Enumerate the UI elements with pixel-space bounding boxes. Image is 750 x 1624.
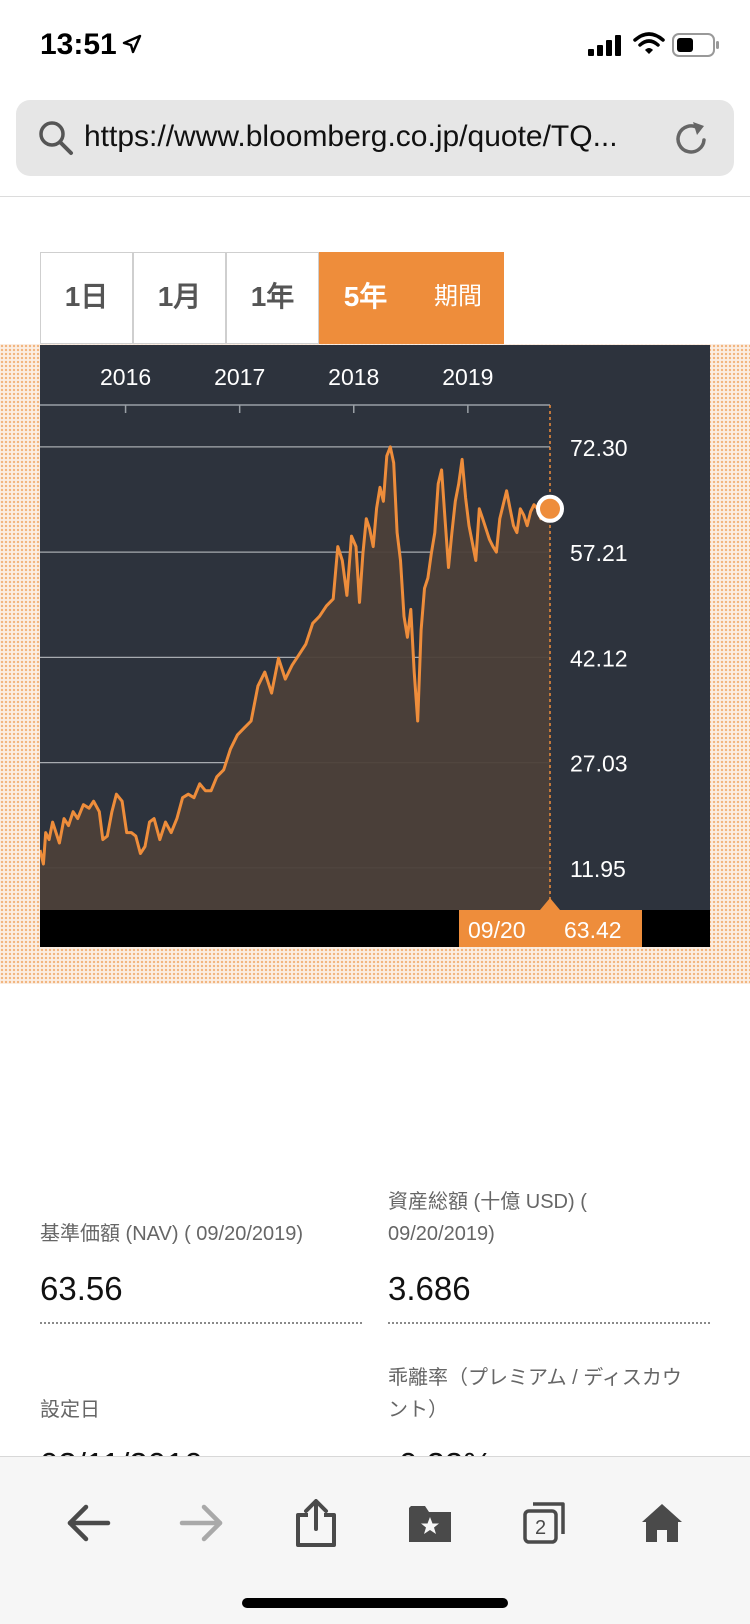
url-text[interactable]: https://www.bloomberg.co.jp/quote/TQ...	[84, 120, 618, 153]
tabs-button[interactable]: 2	[514, 1493, 574, 1553]
inception-date-label: 設定日	[40, 1394, 100, 1426]
total-assets-value: 3.686	[388, 1270, 471, 1307]
price-chart-svg: 2015201620172018201972.3057.2142.1227.03…	[40, 345, 710, 947]
x-tick-label: 2017	[214, 364, 265, 390]
y-tick-label: 27.03	[570, 751, 628, 777]
price-area	[40, 446, 550, 910]
total-assets-label-line2: 09/20/2019)	[388, 1223, 495, 1245]
status-bar: 13:51	[0, 0, 750, 92]
tooltip-date: 09/20	[468, 917, 526, 943]
total-assets-label-line1: 資産総額 (十億 USD) (	[388, 1191, 587, 1213]
location-arrow-icon	[122, 34, 142, 54]
range-tab-5y[interactable]: 5年	[319, 252, 412, 344]
total-assets-divider	[388, 1322, 710, 1324]
browser-toolbar: 2	[0, 1456, 750, 1624]
back-arrow-icon	[67, 1504, 111, 1542]
tab-count: 2	[535, 1517, 546, 1539]
y-tick-label: 72.30	[570, 435, 628, 461]
home-indicator	[242, 1598, 508, 1608]
tabs-icon: 2	[523, 1502, 565, 1544]
reload-icon[interactable]	[674, 119, 710, 157]
x-tick-label: 2019	[442, 364, 493, 390]
battery-icon	[672, 33, 719, 57]
url-bar[interactable]: https://www.bloomberg.co.jp/quote/TQ...	[16, 100, 734, 176]
nav-label: 基準価額 (NAV) ( 09/20/2019)	[40, 1218, 303, 1250]
y-tick-label: 42.12	[570, 645, 628, 671]
tooltip-pointer	[540, 898, 560, 910]
premium-discount-label: 乖離率（プレミアム / ディスカウ ント）	[388, 1362, 682, 1426]
status-time: 13:51	[40, 28, 117, 61]
range-tab-1m[interactable]: 1月	[133, 252, 226, 344]
search-icon	[39, 121, 73, 155]
range-tab-1y[interactable]: 1年	[226, 252, 319, 344]
price-line	[40, 445, 550, 866]
forward-button[interactable]	[172, 1493, 232, 1553]
range-tab-1d[interactable]: 1日	[40, 252, 133, 344]
total-assets-label: 資産総額 (十億 USD) ( 09/20/2019)	[388, 1186, 587, 1250]
current-value-marker	[536, 494, 564, 523]
premium-discount-label-line1: 乖離率（プレミアム / ディスカウ	[388, 1367, 682, 1389]
tooltip-value: 63.42	[564, 917, 622, 943]
bookmarks-icon	[409, 1506, 451, 1542]
nav-divider	[40, 1322, 362, 1324]
x-tick-label: 2018	[328, 364, 379, 390]
share-button[interactable]	[286, 1493, 346, 1553]
x-tick-label: 2016	[100, 364, 151, 390]
back-button[interactable]	[58, 1493, 118, 1553]
price-chart[interactable]: 2015201620172018201972.3057.2142.1227.03…	[40, 345, 710, 947]
url-bar-divider	[0, 196, 750, 197]
cellular-signal-icon	[588, 35, 621, 56]
nav-value: 63.56	[40, 1270, 123, 1307]
y-tick-label: 11.95	[570, 856, 626, 882]
share-icon	[296, 1499, 336, 1547]
y-tick-label: 57.21	[570, 540, 628, 566]
period-button[interactable]: 期間	[412, 252, 504, 344]
tooltip-box	[459, 910, 642, 947]
wifi-icon	[633, 32, 665, 54]
home-icon	[642, 1504, 682, 1542]
inception-date-label-text: 設定日	[40, 1399, 100, 1421]
home-button[interactable]	[632, 1493, 692, 1553]
bookmarks-button[interactable]	[400, 1493, 460, 1553]
forward-arrow-icon	[179, 1504, 223, 1542]
premium-discount-label-line2: ント）	[388, 1399, 448, 1421]
nav-label-text: 基準価額 (NAV) ( 09/20/2019)	[40, 1223, 304, 1245]
